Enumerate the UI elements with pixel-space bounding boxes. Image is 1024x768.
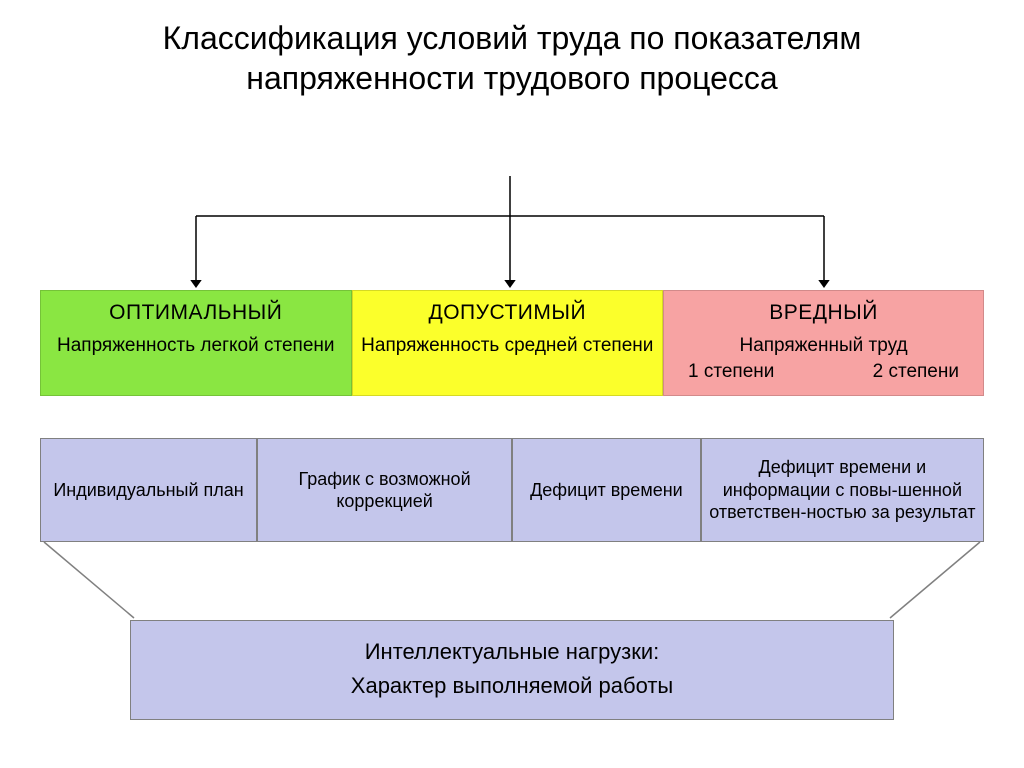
examples-row: Индивидуальный планГрафик с возможной ко… xyxy=(40,438,984,542)
category-sub: Напряженный труд xyxy=(670,333,977,359)
category-degrees: 1 степени 2 степени xyxy=(670,359,977,385)
category-cell-1: ДОПУСТИМЫЙ Напряженность средней степени xyxy=(352,290,664,396)
example-cell-2: Дефицит времени xyxy=(512,438,701,542)
category-cell-2: ВРЕДНЫЙ Напряженный труд1 степени 2 степен… xyxy=(663,290,984,396)
bottom-summary-box: Интеллектуальные нагрузки: Характер выпо… xyxy=(130,620,894,720)
degree-label: 1 степени xyxy=(688,359,774,385)
bottom-line1: Интеллектуальные нагрузки: xyxy=(141,635,883,669)
example-cell-3: Дефицит времени и информации с повы-шенн… xyxy=(701,438,984,542)
category-row: ОПТИМАЛЬНЫЙ Напряженность легкой степени Д… xyxy=(40,290,984,396)
category-head: ОПТИМАЛЬНЫЙ xyxy=(47,299,345,327)
page-title: Классификация условий труда по показател… xyxy=(0,0,1024,98)
category-head: ВРЕДНЫЙ xyxy=(670,299,977,327)
category-sub: Напряженность легкой степени xyxy=(47,333,345,359)
example-cell-0: Индивидуальный план xyxy=(40,438,257,542)
example-cell-1: График с возможной коррекцией xyxy=(257,438,512,542)
degree-label: 2 степени xyxy=(873,359,959,385)
category-head: ДОПУСТИМЫЙ xyxy=(359,299,657,327)
category-cell-0: ОПТИМАЛЬНЫЙ Напряженность легкой степени xyxy=(40,290,352,396)
bottom-line2: Характер выполняемой работы xyxy=(141,669,883,703)
category-sub: Напряженность средней степени xyxy=(359,333,657,359)
